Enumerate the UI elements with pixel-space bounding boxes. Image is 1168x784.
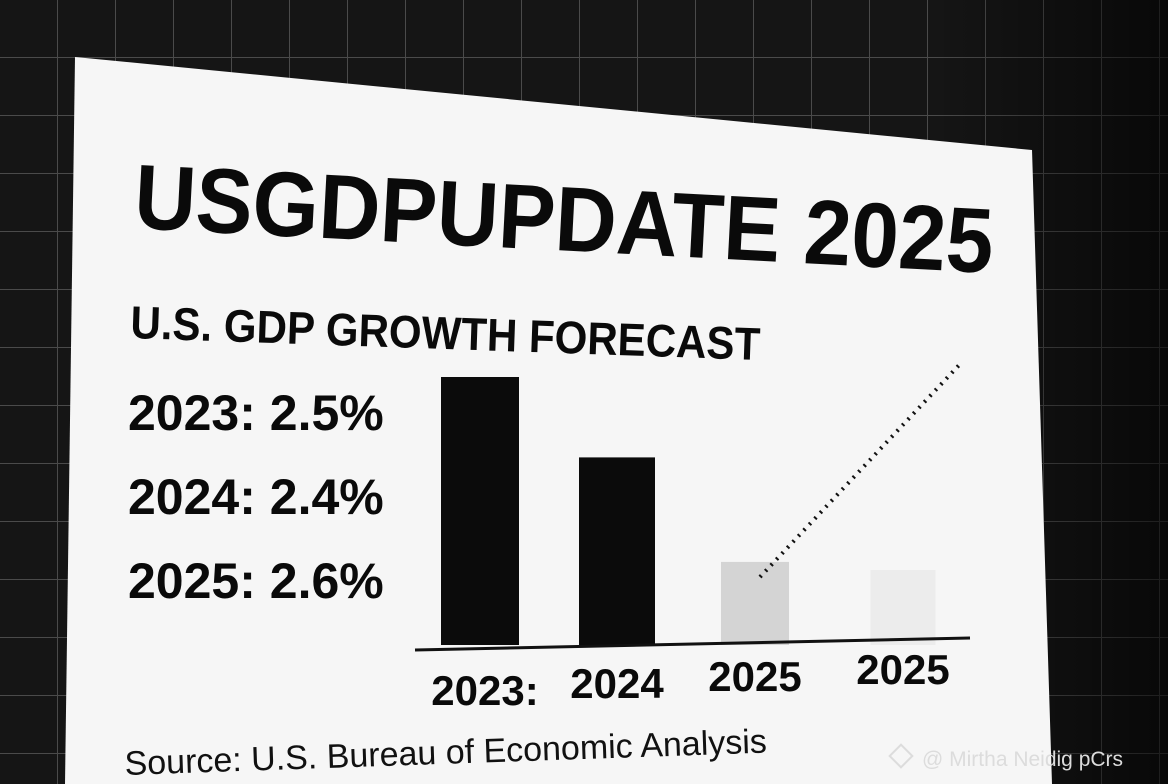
value-list: 2023: 2.5% 2024: 2.4% 2025: 2.6% [128, 385, 384, 609]
watermark: @ Mirtha Neidig pCrs [922, 748, 1123, 771]
list-item: 2024: 2.4% [128, 469, 384, 525]
board [65, 57, 1052, 784]
dotted-trend [758, 360, 964, 579]
x-tick-label: 2025 [856, 646, 949, 693]
x-tick-label: 2023: [431, 667, 538, 714]
bar [721, 561, 789, 645]
list-item: 2023: 2.5% [128, 385, 384, 441]
watermark-icon [888, 743, 914, 769]
baseline [414, 636, 971, 652]
bar [441, 377, 519, 645]
x-tick-label: 2024 [570, 660, 664, 707]
chart: 2023: 2024 2025 2025 [414, 377, 971, 714]
bar [579, 457, 655, 645]
x-tick-label: 2025 [708, 653, 801, 700]
list-item: 2025: 2.6% [128, 553, 384, 609]
bar [870, 569, 936, 645]
